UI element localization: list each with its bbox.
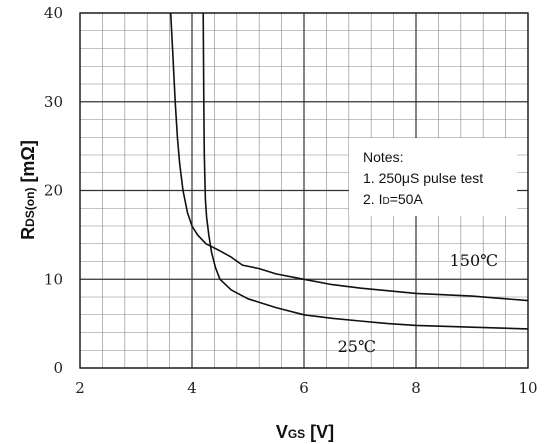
x-tick-label: 10 — [518, 379, 537, 397]
y-tick-label: 10 — [44, 270, 63, 288]
x-tick-label: 2 — [75, 379, 85, 397]
series-labels: 150℃ 25℃ — [338, 251, 498, 356]
series-line-2 — [169, 12, 529, 302]
y-axis-title-sub: DS(on) — [23, 188, 37, 227]
series-label-2: 25℃ — [338, 337, 376, 356]
notes-line-2: 2. ID=50A — [363, 191, 423, 207]
series-label-1: 150℃ — [450, 251, 498, 270]
x-tick-label: 6 — [299, 379, 309, 397]
y-axis-title-unit: [mΩ] — [18, 140, 38, 187]
x-axis-title-sub: GS — [288, 427, 305, 441]
series-group — [169, 12, 529, 330]
plot-frame — [79, 12, 529, 369]
y-tick-label: 0 — [53, 359, 63, 377]
y-tick-label: 40 — [44, 4, 63, 22]
y-tick-label: 30 — [44, 93, 63, 111]
x-tick-label: 8 — [411, 379, 421, 397]
y-tick-label: 20 — [44, 182, 63, 200]
x-tick-label: 4 — [187, 379, 197, 397]
series-line-1 — [202, 12, 529, 330]
notes-title: Notes: — [363, 149, 403, 165]
x-axis-title: VGS [V] — [276, 422, 334, 442]
x-tick-labels: 2 4 6 8 10 — [75, 379, 537, 397]
notes-box — [349, 138, 517, 216]
notes-line-2-prefix: 2. I — [363, 191, 382, 207]
y-tick-labels: 0 10 20 30 40 — [44, 4, 63, 377]
notes-line-2-sub: D — [382, 196, 389, 207]
notes-line-1: 1. 250μS pulse test — [363, 170, 483, 186]
notes-line-2-suffix: =50A — [390, 191, 424, 207]
y-axis-title: RDS(on) [mΩ] — [18, 140, 38, 240]
x-axis-title-main: V — [276, 422, 288, 442]
y-axis-title-main: R — [18, 227, 38, 240]
x-axis-title-unit: [V] — [305, 422, 334, 442]
